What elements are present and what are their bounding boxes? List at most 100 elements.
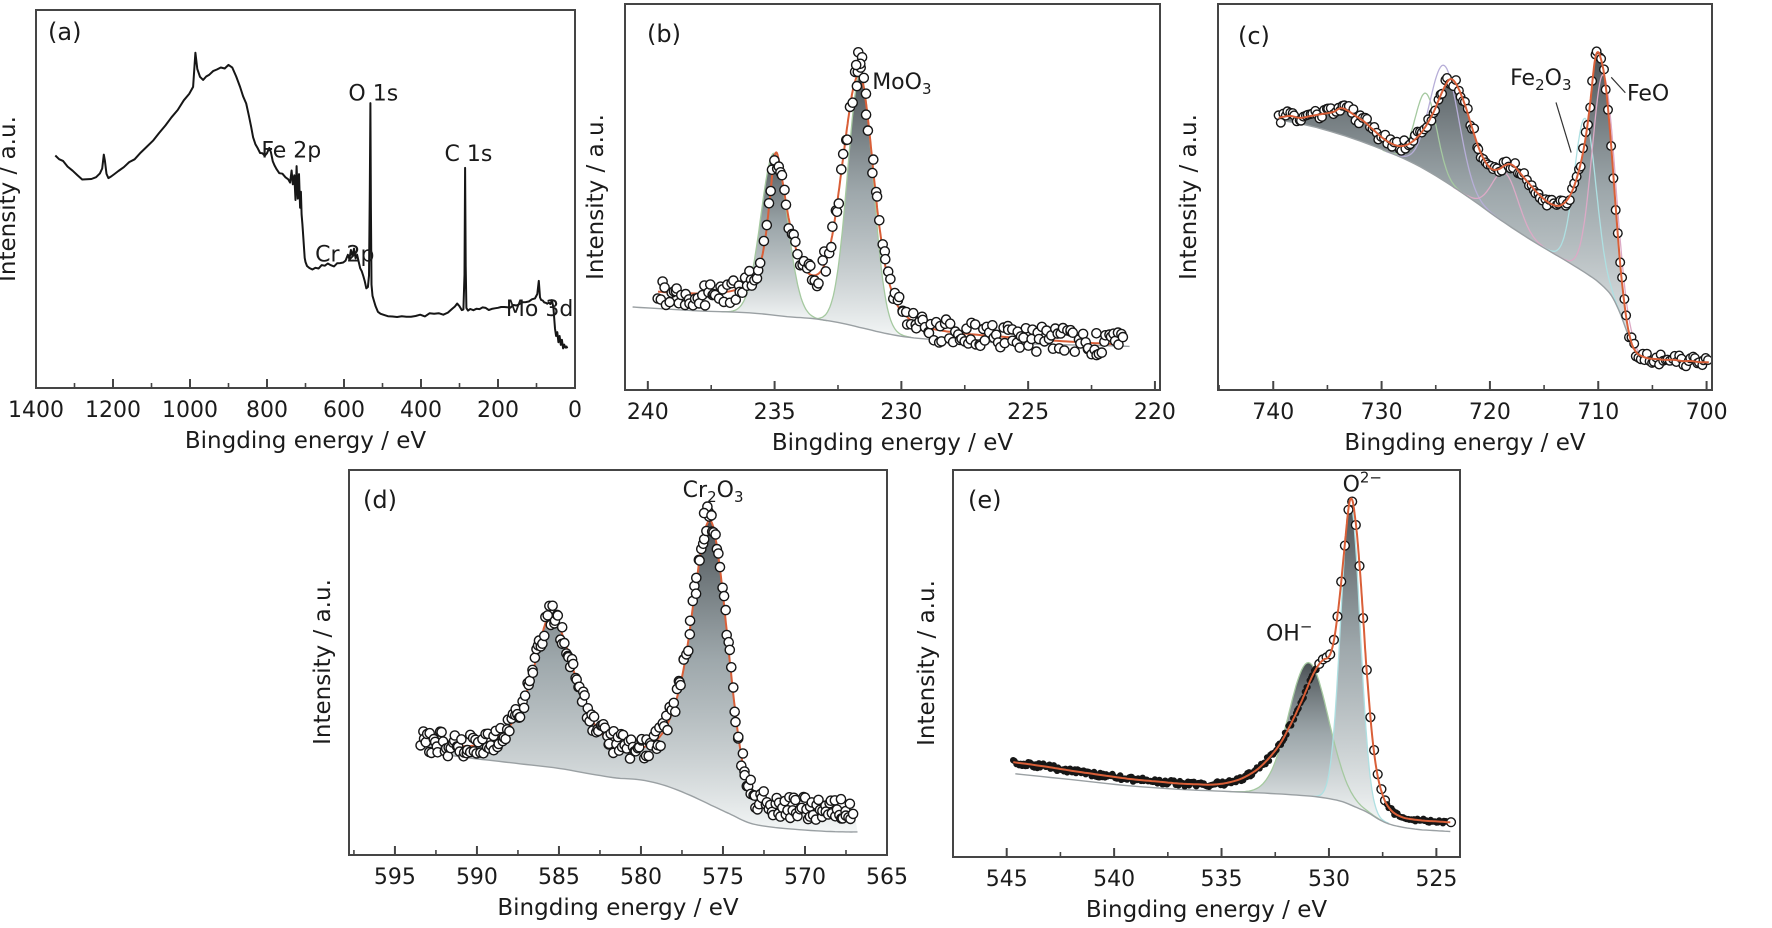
baseline-curve — [424, 750, 858, 833]
data-point — [745, 774, 757, 786]
data-point — [718, 590, 730, 602]
x-axis-tick-label: 230 — [880, 400, 922, 425]
component-fill-area — [1311, 503, 1390, 824]
data-point — [836, 164, 847, 175]
fit-curve — [1278, 51, 1710, 364]
peak-annotation: OH− — [1266, 617, 1312, 646]
x-axis-tick-label: 200 — [477, 398, 519, 423]
x-axis-tick-label: 740 — [1252, 400, 1294, 425]
x-axis-tick-label: 600 — [323, 398, 365, 423]
x-axis-tick-label: 0 — [568, 398, 582, 423]
x-axis-tick-label: 800 — [246, 398, 288, 423]
data-point — [730, 716, 741, 728]
data-point — [1275, 117, 1286, 128]
data-point — [720, 604, 732, 616]
data-point — [874, 214, 885, 226]
data-point — [694, 555, 705, 566]
data-point — [588, 711, 600, 723]
data-point — [713, 548, 724, 559]
data-point — [761, 219, 773, 231]
panel-b: 240 235 230 225 220 Bingding energy / eV Inten… — [583, 3, 1176, 456]
peak-fill-area — [1278, 52, 1710, 364]
data-point — [529, 652, 541, 664]
x-axis-tick-label: 1400 — [8, 398, 64, 423]
data-point — [714, 561, 726, 573]
data-point — [837, 148, 849, 160]
data-point — [733, 731, 744, 743]
data-point — [518, 702, 530, 714]
data-point — [827, 221, 838, 232]
data-point — [1067, 327, 1079, 339]
data-point — [744, 265, 755, 277]
x-axis-title: Bingding energy / eV — [772, 430, 1013, 456]
data-point — [668, 697, 680, 709]
component-fill-area — [1229, 662, 1388, 823]
data-point — [860, 109, 872, 120]
peak-annotation: O2− — [1343, 468, 1382, 497]
data-point — [758, 786, 770, 797]
panel-letter: (a) — [48, 18, 81, 46]
data-point — [763, 197, 775, 209]
x-axis-title: Bingding energy / eV — [1344, 430, 1585, 456]
x-axis-tick-label: 730 — [1361, 400, 1403, 425]
data-point — [969, 319, 981, 330]
component-curve — [1541, 117, 1630, 337]
data-point — [684, 629, 696, 640]
data-point — [726, 662, 737, 673]
data-point — [436, 726, 447, 738]
data-point — [699, 300, 711, 311]
x-axis-title: Bingding energy / eV — [497, 895, 738, 921]
component-fill-area — [809, 74, 911, 338]
data-point — [552, 610, 564, 621]
x-axis-tick-label: 720 — [1469, 400, 1511, 425]
data-point — [1031, 346, 1042, 357]
x-axis-tick-label: 220 — [1134, 400, 1176, 425]
peak-annotation: Cr 2p — [315, 242, 374, 267]
axes-box — [952, 469, 1461, 858]
x-axis-tick-label: 580 — [620, 865, 662, 890]
panel-letter: (c) — [1238, 22, 1270, 50]
data-point — [527, 667, 539, 679]
data-point — [737, 287, 748, 299]
panel-letter: (b) — [647, 20, 681, 48]
y-axis-title: Intensity / a.u. — [1176, 114, 1202, 280]
data-point — [579, 690, 590, 701]
data-point — [547, 600, 558, 612]
data-point — [724, 644, 736, 656]
axes-box — [348, 469, 888, 856]
data-point — [908, 307, 919, 319]
data-point — [847, 808, 859, 820]
data-point — [556, 622, 568, 633]
y-axis-title: Intensity / a.u. — [0, 116, 21, 282]
y-axis-title: Intensity / a.u. — [583, 114, 609, 280]
data-point — [539, 630, 550, 642]
data-point — [858, 72, 870, 84]
data-point — [871, 191, 883, 202]
baseline-curve — [1015, 773, 1451, 833]
panel-letter: (d) — [363, 486, 397, 514]
data-point — [860, 88, 872, 99]
x-axis-tick-label: 530 — [1308, 867, 1350, 892]
data-point — [758, 235, 770, 247]
peak-annotation: FeO — [1627, 82, 1669, 107]
data-point — [868, 154, 879, 165]
data-point — [519, 690, 531, 702]
data-point — [844, 798, 856, 810]
peak-annotation: O 1s — [348, 82, 398, 107]
data-point — [820, 266, 832, 277]
peak-fill-area — [421, 520, 858, 832]
panel-letter: (e) — [968, 486, 1002, 514]
panel-a: 1400 1200 1000 800 600 400 200 0 Bingding energy… — [0, 9, 582, 454]
data-point — [847, 97, 859, 108]
x-axis-tick-label: 595 — [374, 865, 416, 890]
data-point — [780, 199, 792, 211]
data-point — [1091, 327, 1102, 339]
data-point — [944, 318, 956, 330]
component-fill-area — [721, 153, 827, 321]
data-point — [885, 273, 896, 285]
data-point — [675, 679, 686, 691]
component-curve — [1382, 92, 1470, 199]
component-curve — [721, 152, 827, 322]
data-point — [1096, 347, 1108, 358]
